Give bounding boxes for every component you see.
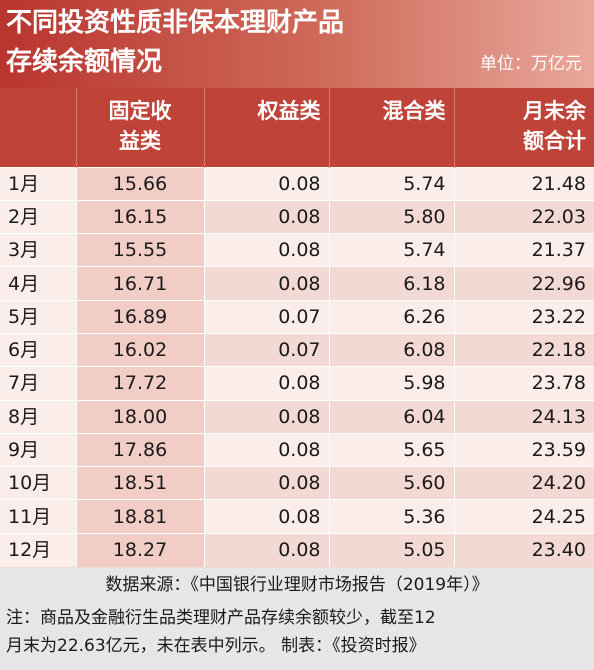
cell-hybrid: 6.26 <box>328 299 454 334</box>
cell-month: 4月 <box>0 266 76 301</box>
cell-fixed-income: 18.00 <box>75 399 204 434</box>
header-cell-fixed-income: 固定收 益类 <box>75 88 204 167</box>
cell-hybrid: 6.08 <box>328 332 454 367</box>
table-row: 1月 15.66 0.08 5.74 21.48 <box>0 166 594 201</box>
table-header-row: 固定收 益类 权益类 混合类 月末余 额合计 <box>0 88 594 167</box>
cell-month: 7月 <box>0 366 76 401</box>
cell-hybrid: 5.74 <box>328 233 454 267</box>
table-row: 6月 16.02 0.07 6.08 22.18 <box>0 332 594 367</box>
cell-hybrid: 6.04 <box>328 399 454 434</box>
cell-fixed-income: 15.55 <box>75 233 204 267</box>
cell-hybrid: 5.65 <box>328 432 454 467</box>
cell-equity: 0.07 <box>203 332 329 367</box>
title-banner: 不同投资性质非保本理财产品 存续余额情况 单位：万亿元 <box>0 0 594 88</box>
cell-month: 8月 <box>0 399 76 434</box>
cell-month: 6月 <box>0 332 76 367</box>
cell-fixed-income: 16.02 <box>75 332 204 367</box>
cell-hybrid: 5.60 <box>328 466 454 500</box>
header-cell-hybrid: 混合类 <box>328 88 454 167</box>
table-body: 1月 15.66 0.08 5.74 21.48 2月 16.15 0.08 5.80 22.03… <box>0 166 594 567</box>
cell-hybrid: 5.98 <box>328 366 454 401</box>
table-row: 11月 18.81 0.08 5.36 24.25 <box>0 499 594 534</box>
cell-fixed-income: 17.86 <box>75 432 204 467</box>
cell-equity: 0.07 <box>203 299 329 334</box>
cell-equity: 0.08 <box>203 399 329 434</box>
cell-total: 24.25 <box>453 499 594 534</box>
header-label-line: 月末余 <box>523 99 586 123</box>
table-row: 2月 16.15 0.08 5.80 22.03 <box>0 199 594 234</box>
cell-hybrid: 5.74 <box>328 166 454 201</box>
cell-fixed-income: 18.27 <box>75 532 204 567</box>
cell-total: 22.03 <box>453 199 594 234</box>
header-cell-month <box>0 88 76 167</box>
header-label-line: 额合计 <box>523 129 586 153</box>
cell-equity: 0.08 <box>203 499 329 534</box>
cell-total: 23.22 <box>453 299 594 334</box>
cell-month: 9月 <box>0 432 76 467</box>
table-row: 3月 15.55 0.08 5.74 21.37 <box>0 233 594 267</box>
header-cell-equity: 权益类 <box>203 88 329 167</box>
cell-total: 23.40 <box>453 532 594 567</box>
cell-equity: 0.08 <box>203 233 329 267</box>
footnote-line-2: 月末为22.63亿元，未在表中列示。 制表：《投资时报》 <box>6 636 426 656</box>
cell-hybrid: 6.18 <box>328 266 454 301</box>
cell-fixed-income: 17.72 <box>75 366 204 401</box>
balance-table: 固定收 益类 权益类 混合类 月末余 额合计 1月 15.66 0.08 5.74 21.48 2月… <box>0 88 594 567</box>
table-row: 4月 16.71 0.08 6.18 22.96 <box>0 266 594 301</box>
header-cell-total: 月末余 额合计 <box>453 88 594 167</box>
cell-equity: 0.08 <box>203 199 329 234</box>
table-row: 5月 16.89 0.07 6.26 23.22 <box>0 299 594 334</box>
title-line-1: 不同投资性质非保本理财产品 <box>6 8 345 38</box>
cell-total: 24.20 <box>453 466 594 500</box>
table-row: 12月 18.27 0.08 5.05 23.40 <box>0 532 594 567</box>
cell-hybrid: 5.80 <box>328 199 454 234</box>
table-row: 8月 18.00 0.08 6.04 24.13 <box>0 399 594 434</box>
header-label-line: 固定收 <box>108 99 172 123</box>
cell-fixed-income: 18.51 <box>75 466 204 500</box>
cell-fixed-income: 16.71 <box>75 266 204 301</box>
header-label-line: 权益类 <box>257 99 321 123</box>
table-row: 10月 18.51 0.08 5.60 24.20 <box>0 466 594 500</box>
data-source: 数据来源：《中国银行业理财市场报告（2019年）》 <box>105 575 489 595</box>
cell-equity: 0.08 <box>203 266 329 301</box>
table-row: 9月 17.86 0.08 5.65 23.59 <box>0 432 594 467</box>
footnote: 注：商品及金融衍生品类理财产品存续余额较少，截至12 月末为22.63亿元，未在… <box>6 604 588 660</box>
cell-equity: 0.08 <box>203 366 329 401</box>
cell-total: 22.18 <box>453 332 594 367</box>
cell-hybrid: 5.36 <box>328 499 454 534</box>
cell-total: 21.48 <box>453 166 594 201</box>
cell-total: 21.37 <box>453 233 594 267</box>
cell-equity: 0.08 <box>203 532 329 567</box>
unit-label: 单位：万亿元 <box>480 54 582 74</box>
cell-total: 23.78 <box>453 366 594 401</box>
header-label-line: 混合类 <box>382 99 446 123</box>
cell-fixed-income: 16.15 <box>75 199 204 234</box>
title-line-2: 存续余额情况 <box>6 47 163 77</box>
cell-month: 3月 <box>0 233 76 267</box>
cell-equity: 0.08 <box>203 466 329 500</box>
cell-month: 5月 <box>0 299 76 334</box>
cell-fixed-income: 16.89 <box>75 299 204 334</box>
cell-fixed-income: 18.81 <box>75 499 204 534</box>
cell-equity: 0.08 <box>203 166 329 201</box>
cell-total: 23.59 <box>453 432 594 467</box>
cell-equity: 0.08 <box>203 432 329 467</box>
cell-fixed-income: 15.66 <box>75 166 204 201</box>
cell-month: 2月 <box>0 199 76 234</box>
cell-month: 10月 <box>0 466 76 500</box>
cell-hybrid: 5.05 <box>328 532 454 567</box>
header-label-line: 益类 <box>119 129 161 153</box>
footnote-line-1: 注：商品及金融衍生品类理财产品存续余额较少，截至12 <box>6 608 436 628</box>
footer: 数据来源：《中国银行业理财市场报告（2019年）》 注：商品及金融衍生品类理财产… <box>0 568 594 670</box>
table-row: 7月 17.72 0.08 5.98 23.78 <box>0 366 594 401</box>
cell-month: 11月 <box>0 499 76 534</box>
cell-total: 24.13 <box>453 399 594 434</box>
cell-total: 22.96 <box>453 266 594 301</box>
cell-month: 1月 <box>0 166 76 201</box>
cell-month: 12月 <box>0 532 76 567</box>
